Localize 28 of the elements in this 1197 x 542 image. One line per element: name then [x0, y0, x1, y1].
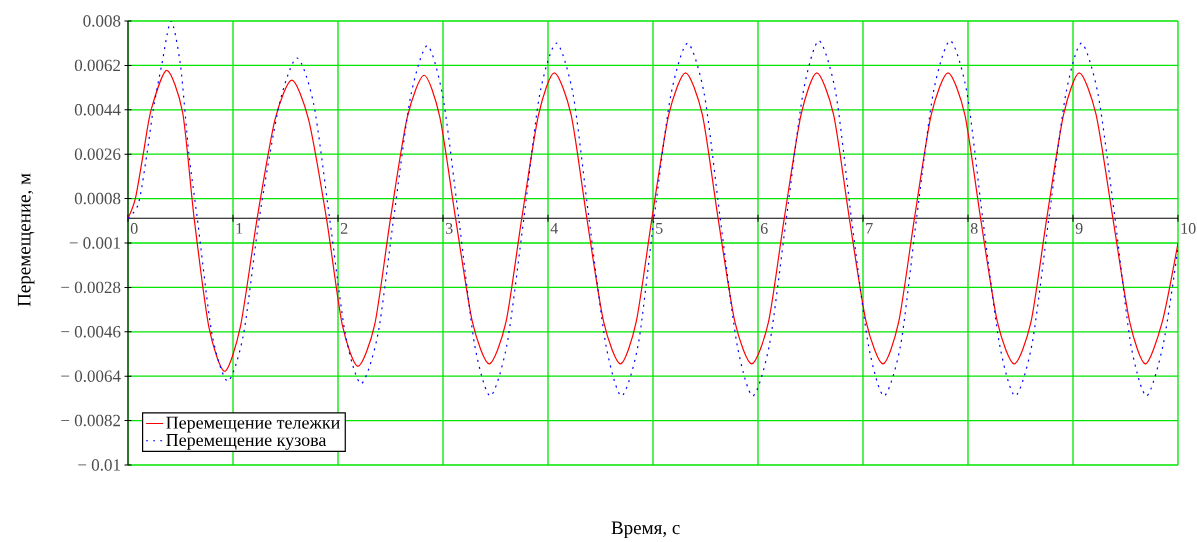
- x-tick-label: 10: [1181, 223, 1196, 234]
- y-tick-label: − 0.0028: [61, 281, 121, 294]
- x-tick-label: 2: [340, 223, 348, 234]
- y-tick-label: 0.0062: [74, 59, 121, 72]
- x-tick-label: 7: [866, 223, 873, 234]
- legend-label: Перемещение тележки: [166, 416, 340, 433]
- line-series: [128, 21, 1178, 397]
- y-tick-label: 0.0008: [74, 192, 121, 205]
- y-tick-label: − 0.01: [78, 459, 120, 471]
- x-axis-title: Время, с: [611, 521, 680, 539]
- y-tick-label: 0.008: [83, 15, 121, 27]
- x-tick-label: 6: [760, 223, 768, 234]
- x-tick-label: 1: [236, 223, 243, 234]
- y-tick-label: − 0.001: [69, 237, 120, 249]
- x-tick-label: 4: [550, 223, 558, 234]
- x-tick-label: 8: [970, 223, 978, 234]
- y-tick-label: 0.0044: [74, 104, 121, 116]
- y-tick-label: − 0.0064: [61, 370, 121, 382]
- y-tick-label: 0.0026: [74, 148, 121, 160]
- y-tick-label: − 0.0046: [61, 326, 121, 338]
- x-tick-label: 9: [1075, 223, 1083, 234]
- x-tick-label: 0: [130, 223, 138, 234]
- x-tick-label: 3: [445, 223, 453, 234]
- x-tick-label: 5: [656, 223, 663, 234]
- line-series: [128, 69, 1178, 372]
- y-axis-title: Перемещение, м: [17, 173, 35, 307]
- y-tick-label: − 0.0082: [61, 414, 121, 427]
- legend-label: Перемещение кузова: [166, 434, 327, 450]
